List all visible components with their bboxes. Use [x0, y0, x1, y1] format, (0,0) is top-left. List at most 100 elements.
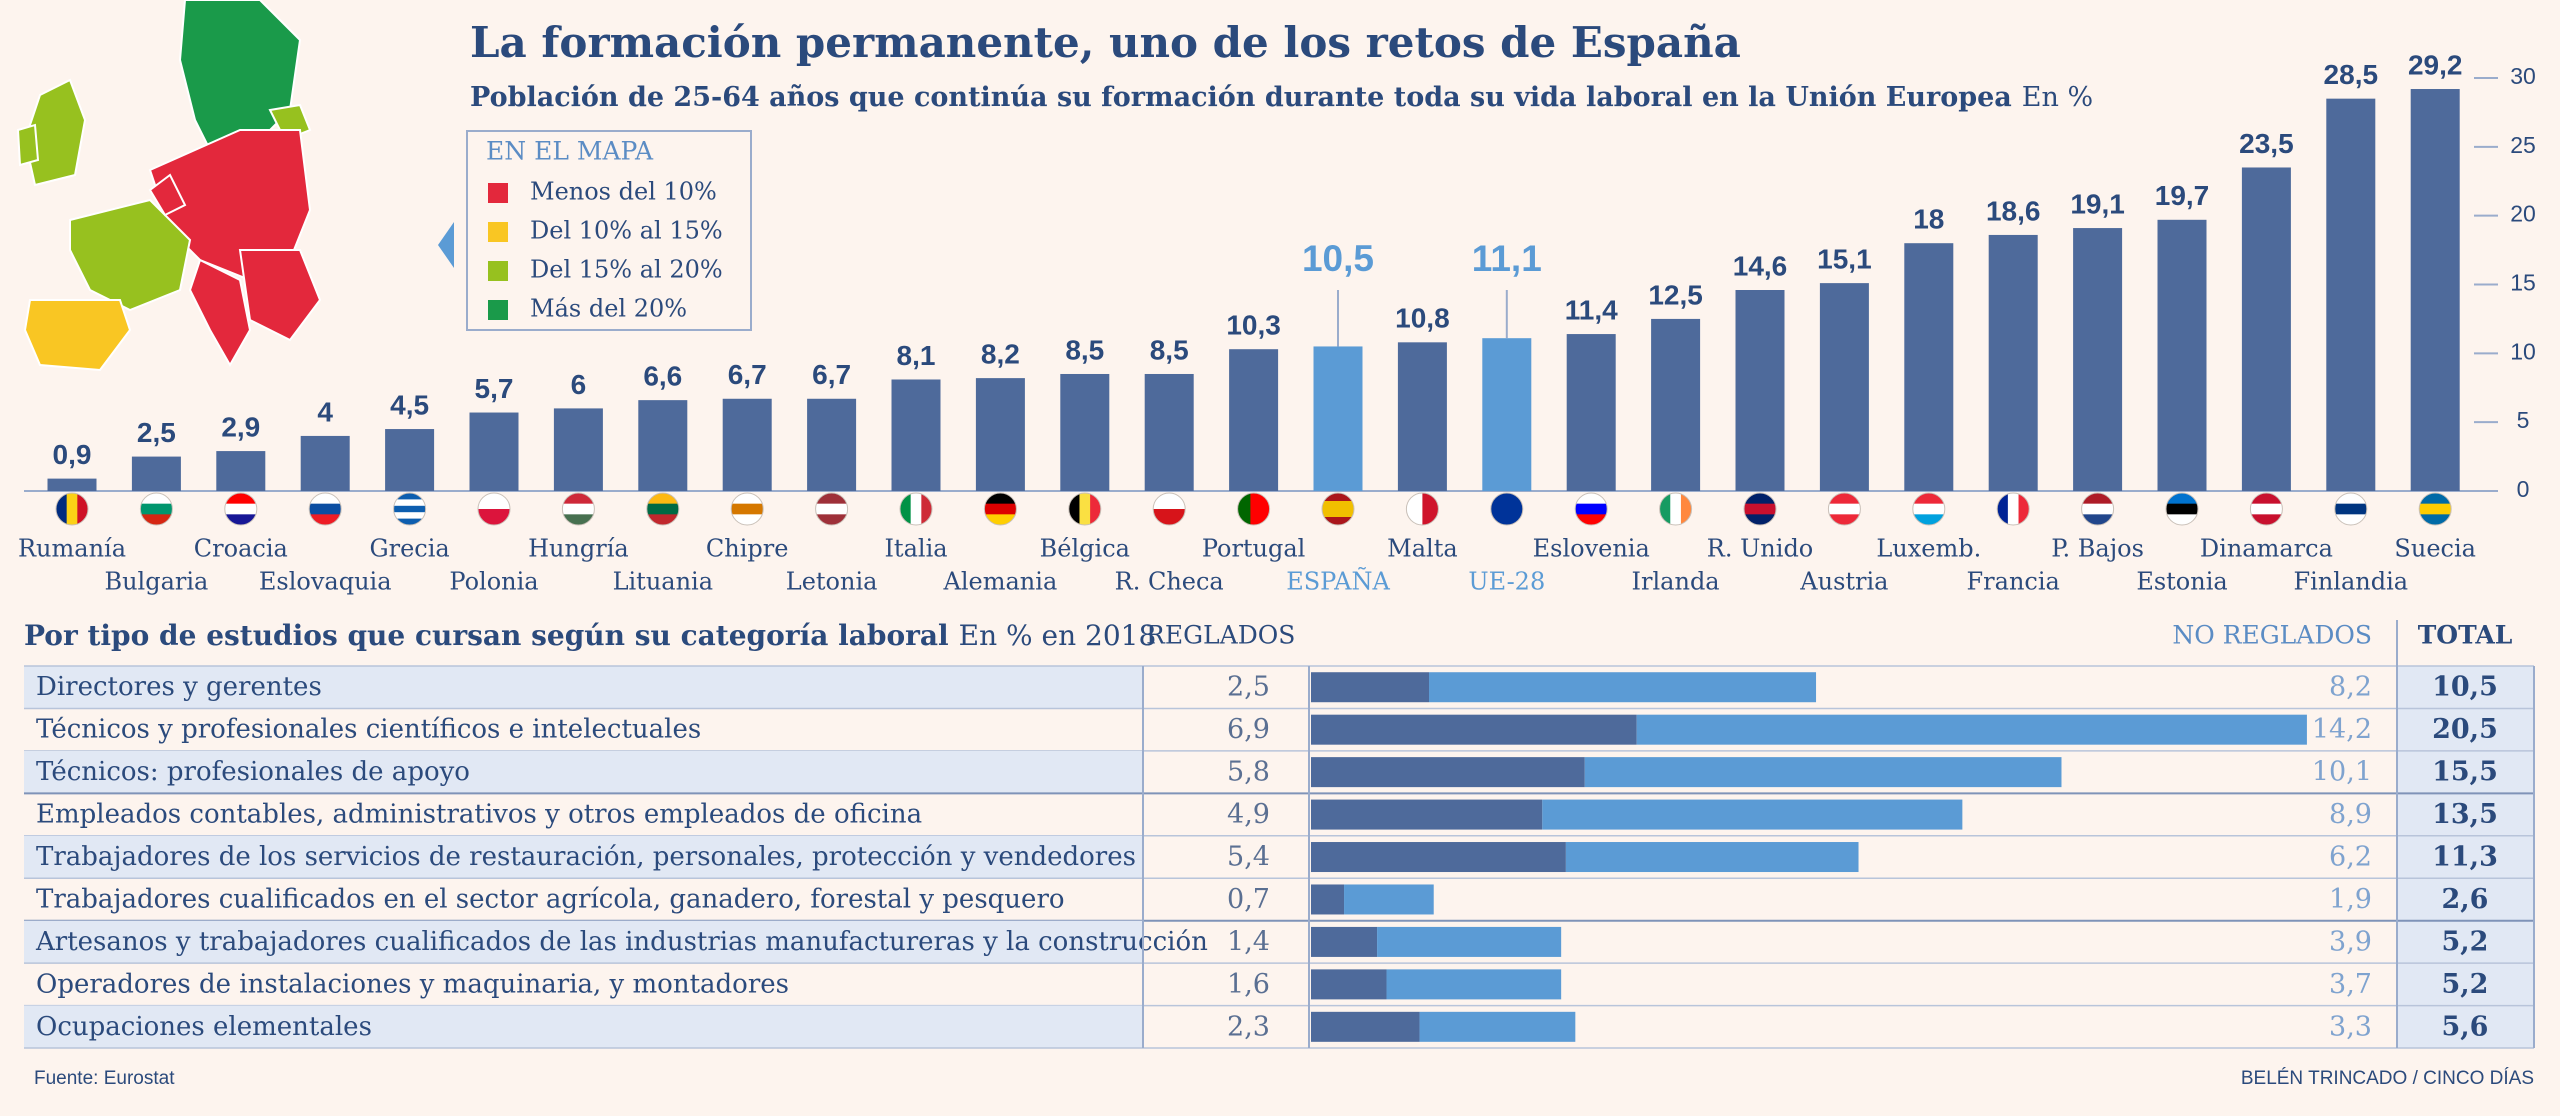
bar: [1819, 283, 1869, 491]
flag-stripe: [1068, 493, 1080, 525]
row-label: Trabajadores de los servicios de restaur…: [36, 842, 1136, 872]
x-tick-label: Rumanía: [18, 535, 126, 563]
bar-segment: [1565, 842, 1859, 873]
bar: [47, 478, 97, 491]
series-header: NO REGLADOS: [2172, 621, 2372, 650]
value-label: 10,8: [1395, 303, 1450, 334]
value-label: 3,7: [2329, 969, 2372, 1000]
bar: [2326, 98, 2376, 492]
flag: [2334, 493, 2367, 525]
value-label: 2,9: [221, 411, 260, 442]
flag-stripe: [1575, 493, 1608, 505]
value-label: 8,2: [981, 339, 1020, 370]
flag-stripe: [478, 509, 510, 525]
flag-stripe: [646, 493, 679, 505]
x-tick-label: Lituania: [613, 568, 713, 596]
flag-stripe: [1912, 493, 1945, 505]
flag-stripe: [815, 493, 848, 505]
flag-stripe: [2007, 493, 2020, 525]
bar: [638, 400, 688, 491]
total-label: 13,5: [2432, 799, 2498, 830]
bar-segment: [1311, 1011, 1420, 1042]
total-column: [2397, 666, 2534, 1049]
bar-segment: [1344, 884, 1434, 915]
subtitle: Población de 25-64 años que continúa su …: [470, 82, 2012, 113]
row-label: Ocupaciones elementales: [36, 1012, 372, 1042]
value-label: 6,7: [812, 359, 851, 390]
flag-ring: [308, 492, 342, 526]
bar: [385, 429, 435, 491]
bar: [2157, 219, 2207, 491]
flag-stripe: [224, 493, 257, 505]
legend-pointer: [438, 222, 454, 268]
flag: [1575, 493, 1608, 525]
flag-stripe: [309, 493, 342, 505]
row-shade: [24, 920, 1143, 964]
value-label: 8,5: [1150, 334, 1189, 365]
flag-stripe: [815, 514, 848, 525]
total-label: 2,6: [2442, 884, 2489, 915]
flag-stripe: [646, 514, 679, 525]
y-tick-label: 0: [2517, 476, 2530, 502]
flag-stripe: [2081, 503, 2114, 515]
flag: [562, 493, 595, 525]
flag-ring: [1152, 492, 1186, 526]
flag: [646, 493, 679, 525]
x-tick-label: Bulgaria: [104, 568, 208, 596]
x-tick-label: Francia: [1967, 568, 2060, 596]
value-label: 23,5: [2239, 128, 2294, 159]
total-label: 11,3: [2432, 842, 2498, 873]
x-tick-label: Luxemb.: [1876, 535, 1981, 563]
flag-ring: [1237, 492, 1271, 526]
flag-stripe: [1828, 493, 1861, 505]
flag-stripe: [1422, 493, 1439, 525]
flag-ring: [2418, 492, 2452, 526]
europe-map: [16, 0, 322, 372]
value-label: 5,4: [1227, 842, 1270, 873]
value-label: 28,5: [2324, 59, 2379, 90]
x-tick-label: Alemania: [943, 568, 1058, 596]
flag-ring: [2165, 492, 2199, 526]
value-label: 4,9: [1227, 799, 1270, 830]
legend-swatch: [488, 222, 508, 242]
row-label: Directores y gerentes: [36, 672, 322, 702]
bar-segment: [1429, 672, 1817, 703]
bar: [300, 435, 350, 491]
bar-segment: [1311, 714, 1637, 745]
value-label: 8,2: [2329, 672, 2372, 703]
flag: [984, 493, 1017, 525]
flag-ring: [1996, 492, 2030, 526]
flag-stripe: [1744, 503, 1776, 515]
flag-stripe: [2250, 514, 2283, 525]
flag-ring: [815, 492, 849, 526]
x-tick-label: Italia: [884, 535, 947, 563]
flag-stripe: [309, 514, 342, 525]
row-shade: [24, 1005, 1143, 1049]
bar: [1144, 373, 1194, 491]
flag-stripe: [1090, 493, 1101, 525]
flag-stripe: [2081, 514, 2114, 525]
x-tick-label: R. Checa: [1115, 568, 1224, 596]
flag-stripe: [1490, 493, 1523, 525]
flag: [2081, 493, 2114, 525]
flag-ring: [1490, 492, 1524, 526]
flag: [1406, 493, 1439, 525]
flag-stripe: [731, 514, 764, 525]
flag-stripe: [910, 493, 922, 525]
bar: [1904, 243, 1954, 491]
value-label: 11,1: [1472, 238, 1542, 279]
source: Fuente: Eurostat: [34, 1068, 175, 1089]
x-tick-label: Letonia: [786, 568, 878, 596]
x-tick-label: Grecia: [369, 535, 449, 563]
flag: [1912, 493, 1945, 525]
flag-ring: [1321, 492, 1355, 526]
flag-stripe: [984, 514, 1017, 525]
y-tick-label: 15: [2510, 270, 2536, 296]
flag-stripe: [478, 493, 510, 510]
value-label: 14,2: [2312, 714, 2372, 745]
flag-stripe: [2250, 503, 2283, 515]
flag-stripe: [140, 514, 173, 525]
flag-stripe: [984, 503, 1017, 515]
row-shade: [24, 750, 1143, 794]
x-tick-label: UE-28: [1468, 568, 1545, 596]
